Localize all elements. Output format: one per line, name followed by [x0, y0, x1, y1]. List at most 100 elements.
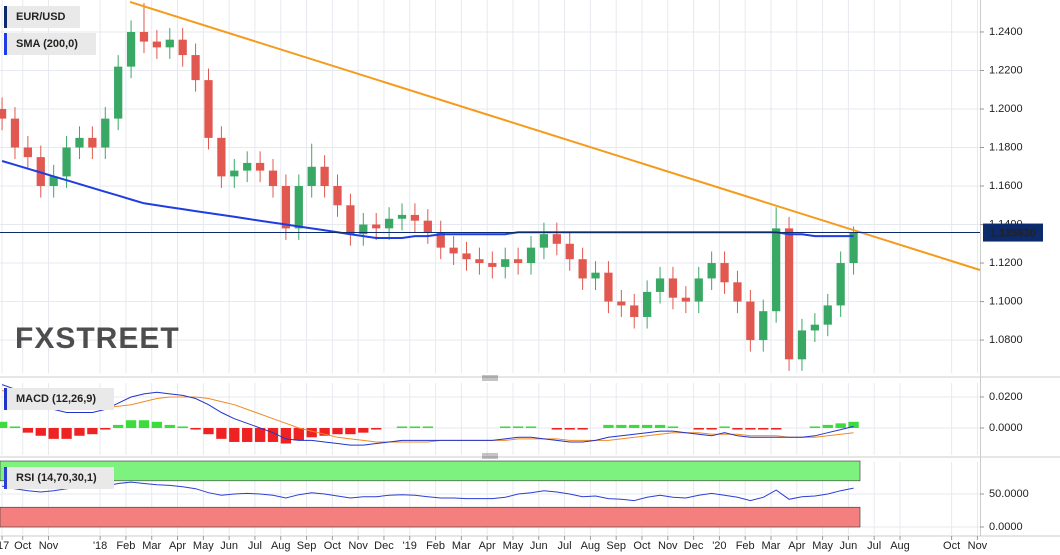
y-tick-label: 1.1200	[989, 257, 1023, 269]
candle-body	[255, 162, 265, 171]
x-tick-label: Jun	[840, 540, 858, 552]
candle-body	[784, 228, 794, 360]
histogram-bar	[242, 428, 253, 442]
candle-body	[617, 301, 626, 306]
candle-body	[49, 176, 58, 187]
y-tick-label: 1.2000	[989, 103, 1023, 115]
histogram-bar	[564, 428, 575, 430]
candle-body	[630, 305, 639, 317]
histogram-bar	[770, 428, 782, 430]
candle-body	[681, 297, 690, 302]
histogram-bar	[551, 428, 562, 430]
data-layer	[0, 0, 981, 502]
candle-body	[488, 263, 497, 267]
candle-body	[126, 31, 136, 67]
histogram-bar	[732, 428, 743, 430]
legend-box[interactable]	[4, 388, 114, 410]
candle-body	[152, 41, 162, 48]
histogram-bar	[306, 428, 317, 438]
legend-box[interactable]	[4, 6, 80, 28]
candle-body	[191, 55, 200, 81]
candle-body	[591, 272, 600, 279]
histogram-bar	[190, 428, 201, 430]
histogram-bar	[693, 428, 704, 430]
legend-box[interactable]	[4, 33, 96, 55]
candle-body	[772, 228, 781, 312]
x-tick-label: May	[193, 540, 214, 552]
candle-body	[333, 186, 342, 206]
last-price-box	[983, 223, 1043, 242]
overbought-band	[0, 460, 861, 482]
x-tick-label: Mar	[452, 540, 471, 552]
histogram-bar	[319, 428, 330, 436]
x-tick-label: Sep	[297, 540, 317, 552]
histogram-bar	[100, 428, 111, 430]
x-tick-label: Aug	[581, 540, 601, 552]
candle-body	[759, 311, 768, 341]
candle-body	[101, 118, 110, 148]
legend-swatch	[4, 33, 7, 55]
x-tick-label: May	[812, 540, 833, 552]
histogram-bar	[332, 428, 343, 435]
x-tick-label: Feb	[736, 540, 755, 552]
x-tick-label: Nov	[348, 540, 368, 552]
x-tick-label: Mar	[762, 540, 781, 552]
candle-body	[204, 80, 213, 138]
candle-body	[823, 305, 832, 325]
histogram-bar	[422, 426, 433, 428]
y-tick-label: 1.1800	[989, 141, 1023, 153]
legend-macd: MACD (12,26,9)	[16, 393, 96, 405]
legend-box[interactable]	[4, 467, 114, 489]
histogram-bar	[35, 428, 46, 436]
histogram-bar	[74, 428, 85, 436]
x-tick-label: Aug	[271, 540, 291, 552]
macd-line	[1, 384, 854, 446]
x-tick-label: Aug	[890, 540, 910, 552]
panel-grip[interactable]	[482, 453, 498, 459]
x-tick-label: Dec	[684, 540, 704, 552]
candle-body	[281, 186, 291, 229]
y-tick-label: 50.0000	[989, 488, 1029, 500]
histogram-bar	[125, 420, 137, 428]
histogram-bar	[254, 428, 266, 442]
y-tick-label: 1.1000	[989, 295, 1023, 307]
histogram-bar	[267, 428, 279, 442]
candle-body	[346, 205, 355, 235]
histogram-bar	[164, 424, 175, 428]
histogram-bar	[293, 428, 304, 441]
candle-body	[501, 259, 510, 267]
x-tick-label: Feb	[426, 540, 445, 552]
candle-body	[849, 232, 858, 264]
candle-body	[694, 278, 703, 302]
candle-body	[372, 224, 381, 229]
x-tick-label: Oct	[324, 540, 341, 552]
y-tick-label: 0.0200	[989, 391, 1023, 403]
watermark: FXSTREET	[15, 322, 180, 355]
histogram-bar	[525, 426, 537, 428]
histogram-bar	[809, 426, 821, 428]
candle-body	[410, 214, 420, 221]
histogram-bar	[758, 428, 769, 430]
candle-body	[294, 186, 303, 229]
candle-body	[23, 147, 32, 158]
histogram-bar	[216, 428, 227, 439]
candle-body	[462, 253, 471, 260]
candle-body	[733, 282, 742, 302]
histogram-bar	[371, 428, 382, 430]
candle-body	[359, 224, 368, 235]
histogram-bar	[706, 428, 717, 430]
panel-grip[interactable]	[482, 375, 498, 381]
y-tick-label: 1.0800	[989, 334, 1023, 346]
x-tick-label: Oct	[943, 540, 960, 552]
histogram-bar	[229, 428, 240, 442]
candle-body	[243, 162, 252, 171]
candle-body	[552, 234, 561, 244]
candle-body	[217, 137, 226, 177]
legend-swatch	[4, 467, 7, 489]
candle-body	[449, 247, 458, 254]
histogram-bar	[138, 420, 150, 428]
candle-body	[539, 234, 549, 248]
candle-body	[604, 272, 613, 302]
candle-body	[720, 263, 729, 283]
x-tick-label: Jul	[248, 540, 262, 552]
